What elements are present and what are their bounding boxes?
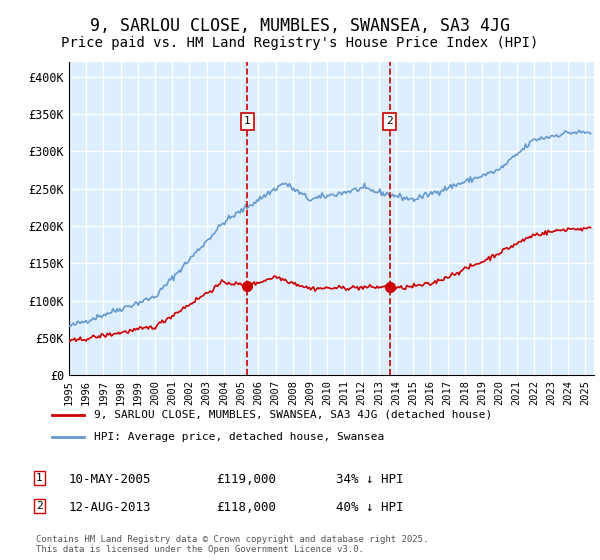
Text: £118,000: £118,000 xyxy=(216,501,276,514)
Text: 34% ↓ HPI: 34% ↓ HPI xyxy=(336,473,404,486)
Text: 10-MAY-2005: 10-MAY-2005 xyxy=(69,473,151,486)
Text: 2: 2 xyxy=(36,501,43,511)
Text: 1: 1 xyxy=(244,116,251,127)
Text: 2: 2 xyxy=(386,116,393,127)
Text: 9, SARLOU CLOSE, MUMBLES, SWANSEA, SA3 4JG: 9, SARLOU CLOSE, MUMBLES, SWANSEA, SA3 4… xyxy=(90,17,510,35)
Text: HPI: Average price, detached house, Swansea: HPI: Average price, detached house, Swan… xyxy=(94,432,385,442)
Text: 9, SARLOU CLOSE, MUMBLES, SWANSEA, SA3 4JG (detached house): 9, SARLOU CLOSE, MUMBLES, SWANSEA, SA3 4… xyxy=(94,409,493,419)
Text: 40% ↓ HPI: 40% ↓ HPI xyxy=(336,501,404,514)
Text: 12-AUG-2013: 12-AUG-2013 xyxy=(69,501,151,514)
Text: Price paid vs. HM Land Registry's House Price Index (HPI): Price paid vs. HM Land Registry's House … xyxy=(61,36,539,50)
Text: 1: 1 xyxy=(36,473,43,483)
Text: £119,000: £119,000 xyxy=(216,473,276,486)
Text: Contains HM Land Registry data © Crown copyright and database right 2025.
This d: Contains HM Land Registry data © Crown c… xyxy=(36,535,428,554)
